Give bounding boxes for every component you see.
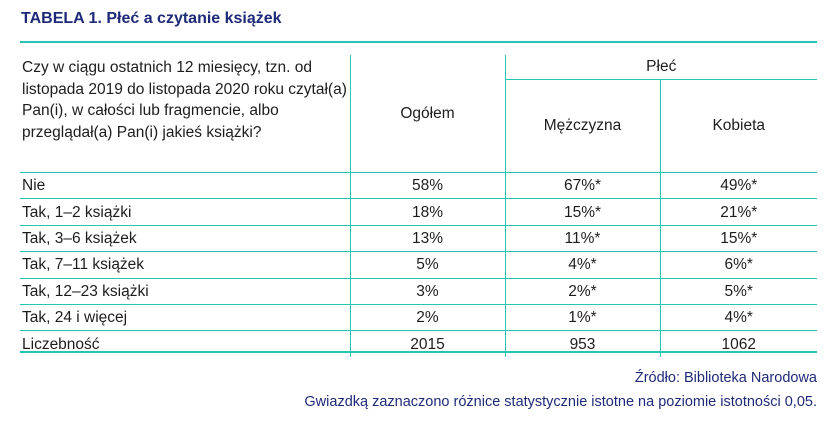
table-title: TABELA 1. Płeć a czytanie książek: [21, 10, 282, 27]
table-row: Tak, 24 i więcej 2% 1%* 4%*: [20, 303, 817, 331]
female-cell: 15%*: [660, 224, 817, 252]
male-cell: 4%*: [505, 251, 661, 279]
female-cell: 49%*: [660, 171, 817, 199]
total-cell: 18%: [350, 198, 506, 226]
male-cell: 1%*: [505, 303, 661, 331]
table-row: Tak, 12–23 książki 3% 2%* 5%*: [20, 277, 817, 305]
title-divider: [20, 41, 817, 43]
total-cell: 58%: [350, 171, 506, 199]
row-label: Tak, 7–11 książek: [20, 251, 351, 279]
female-cell: 6%*: [660, 251, 817, 279]
table-row: Tak, 3–6 książek 13% 11%* 15%*: [20, 224, 817, 252]
female-cell: 5%*: [660, 277, 817, 305]
female-header: Kobieta: [712, 117, 766, 134]
male-cell: 15%*: [505, 198, 661, 226]
total-cell: 5%: [350, 251, 506, 279]
source-note: Źródło: Biblioteka Narodowa: [634, 370, 817, 386]
significance-note: Gwiazdką zaznaczono różnice statystyczni…: [304, 394, 817, 410]
total-cell: 13%: [350, 224, 506, 252]
gender-group-header: Płeć: [505, 55, 817, 80]
table-row: Tak, 1–2 książki 18% 15%* 21%*: [20, 198, 817, 226]
table-row: Nie 58% 67%* 49%*: [20, 171, 817, 199]
male-cell: 2%*: [505, 277, 661, 305]
row-label: Tak, 12–23 książki: [20, 277, 351, 305]
total-header: Ogółem: [350, 55, 506, 173]
female-cell: 21%*: [660, 198, 817, 226]
table-row: Liczebność 2015 953 1062: [20, 330, 817, 357]
row-label: Tak, 24 i więcej: [20, 303, 351, 331]
data-table: Czy w ciągu ostatnich 12 miesięcy, tzn. …: [20, 55, 817, 357]
male-cell: 11%*: [505, 224, 661, 252]
table-row: Tak, 7–11 książek 5% 4%* 6%*: [20, 251, 817, 279]
row-label: Tak, 3–6 książek: [20, 224, 351, 252]
row-label: Nie: [20, 171, 351, 199]
male-cell: 67%*: [505, 171, 661, 199]
male-header: Mężczyzna: [505, 79, 661, 173]
total-cell: 2%: [350, 303, 506, 331]
table-bottom-rule: [20, 351, 817, 353]
row-label: Tak, 1–2 książki: [20, 198, 351, 226]
total-cell: 3%: [350, 277, 506, 305]
female-cell: 4%*: [660, 303, 817, 331]
question-header: Czy w ciągu ostatnich 12 miesięcy, tzn. …: [20, 55, 351, 173]
